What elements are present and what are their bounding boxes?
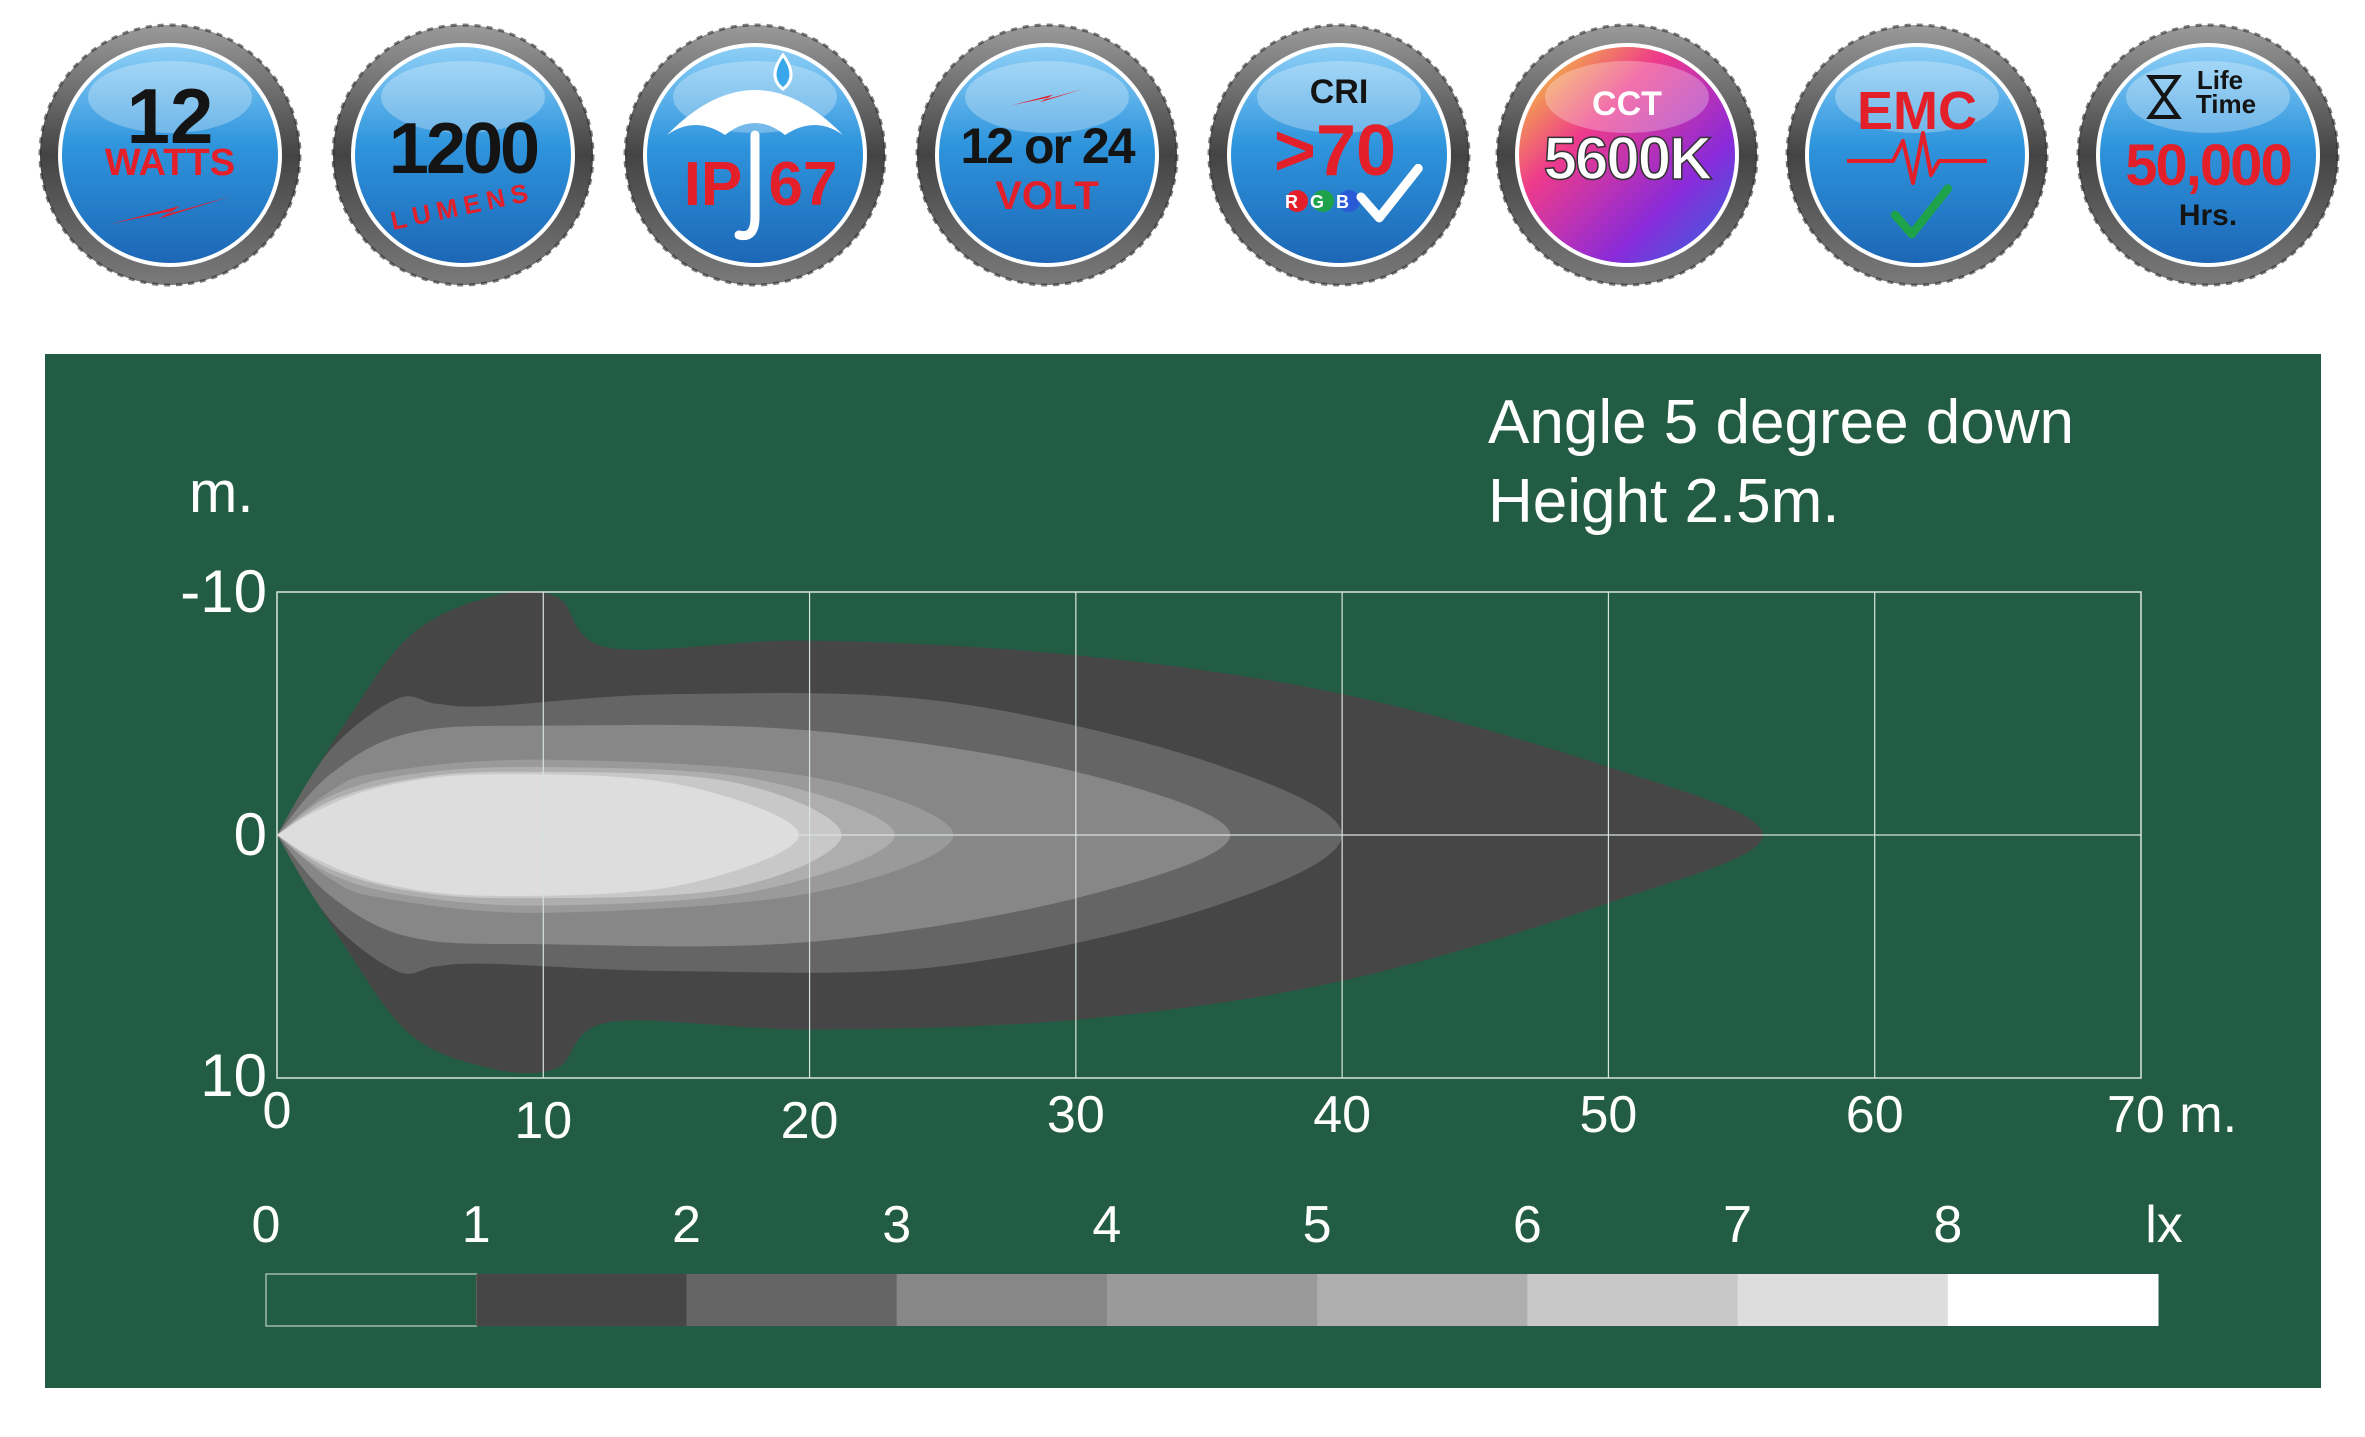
badge-text: 1200 <box>389 109 538 189</box>
raindrop-icon <box>773 52 793 91</box>
badge-ring-texture <box>915 23 1179 287</box>
legend-label: 4 <box>1092 1196 1121 1254</box>
legend-label: 8 <box>1933 1196 1962 1254</box>
legend-swatch <box>1317 1274 1528 1326</box>
badge-text: 67 <box>769 150 838 219</box>
y-tick-label: -10 <box>180 558 267 625</box>
badge-gloss <box>1257 61 1421 133</box>
badge-ring-texture <box>623 23 887 287</box>
legend-unit-label: lx <box>2145 1196 2183 1254</box>
legend-swatch <box>896 1274 1108 1326</box>
badge-ring-texture <box>331 23 595 287</box>
badge-gloss <box>381 61 545 133</box>
legend-label: 0 <box>252 1196 281 1254</box>
legend-swatch <box>1737 1274 1949 1326</box>
hourglass-icon <box>2146 75 2182 119</box>
badge-ring-texture <box>1495 23 1759 287</box>
x-tick-label: 60 <box>1846 1086 1904 1144</box>
legend-swatch <box>265 1273 478 1327</box>
legend-label: 2 <box>672 1196 701 1254</box>
x-tick-label: 30 <box>1047 1086 1105 1144</box>
badge-face <box>2096 43 2320 267</box>
badge-text: RGB <box>1285 192 1361 212</box>
badge-ring-texture <box>2076 23 2340 287</box>
badge-text: VOLT <box>995 174 1099 218</box>
badge-gloss <box>1545 61 1709 133</box>
legend-label: 5 <box>1303 1196 1332 1254</box>
rgb-dot <box>1286 190 1308 212</box>
badge-text: IP <box>684 150 743 219</box>
legend-swatch <box>1947 1274 2159 1326</box>
legend-label: 7 <box>1723 1196 1752 1254</box>
annotation-line-angle: Angle 5 degree down <box>1488 388 2074 457</box>
badge-text: WATTS <box>105 142 235 184</box>
badge-ring-texture <box>38 23 302 287</box>
badge-gloss <box>1835 61 1999 133</box>
badge-ring-texture <box>1207 23 1471 287</box>
annotation-line-height: Height 2.5m. <box>1488 467 1840 536</box>
legend-label: 1 <box>462 1196 491 1254</box>
umbrella-handle-icon <box>734 130 760 241</box>
badge-face <box>1227 43 1451 267</box>
legend-label: 6 <box>1513 1196 1542 1254</box>
light-distribution-panel: Angle 5 degree down Height 2.5m. m. 0 10 2… <box>45 354 2321 1388</box>
illuminance-legend: 0 1 2 3 4 5 6 7 8 lx <box>252 1196 2183 1327</box>
legend-swatch <box>1106 1274 1318 1326</box>
badge-face <box>351 43 575 267</box>
x-tick-label: 70 m. <box>2107 1086 2237 1144</box>
x-tick-label: 0 <box>263 1082 292 1140</box>
lightning-icon <box>1011 88 1085 106</box>
feature-badge: EMC <box>1785 23 2049 287</box>
badge-ring-texture <box>1785 23 2049 287</box>
checkmark-icon <box>1356 163 1423 223</box>
badge-text: 12 or 24 <box>960 118 1135 174</box>
badge-text: >70 <box>1274 111 1396 191</box>
badge-text: EMC <box>1857 81 1977 141</box>
pulse-icon <box>1847 131 1987 185</box>
lightning-icon <box>110 196 232 224</box>
x-tick-label: 10 <box>514 1092 572 1150</box>
y-tick-label: 0 <box>234 801 267 868</box>
x-tick-label: 50 <box>1580 1086 1638 1144</box>
legend-swatch <box>476 1274 687 1326</box>
badge-text: 5600K <box>1544 125 1712 192</box>
badge-text: Life <box>2197 65 2243 95</box>
legend-swatch <box>1527 1274 1739 1326</box>
checkmark-icon <box>1890 184 1952 239</box>
x-tick-label: 40 <box>1313 1086 1371 1144</box>
badge-face <box>1515 43 1739 267</box>
x-tick-label: 20 <box>781 1092 839 1150</box>
chart-annotation: Angle 5 degree down Height 2.5m. <box>1488 388 2074 536</box>
badge-text: CCT <box>1592 85 1662 123</box>
light-distribution-chart: Angle 5 degree down Height 2.5m. m. 0 10 2… <box>180 388 2237 1327</box>
y-tick-label: 10 <box>200 1042 267 1109</box>
y-axis-unit-label: m. <box>189 460 253 525</box>
badge-text: 50,000 <box>2125 133 2290 198</box>
rgb-dot <box>1338 190 1360 212</box>
rgb-dot <box>1312 190 1334 212</box>
feature-badge: IP 67 <box>623 23 887 287</box>
legend-label: 3 <box>882 1196 911 1254</box>
badge-text: Hrs. <box>2179 199 2237 232</box>
badge-face <box>58 43 282 267</box>
badge-gloss <box>88 61 252 133</box>
badge-text: CRI <box>1310 73 1369 111</box>
umbrella-icon <box>667 90 843 135</box>
badge-face <box>935 43 1159 267</box>
badge-text: Time <box>2196 89 2256 119</box>
legend-swatch <box>686 1274 898 1326</box>
badge-text: 12 <box>127 72 214 160</box>
chart-grid <box>276 591 2142 1079</box>
illuminance-contours <box>277 591 1763 1074</box>
